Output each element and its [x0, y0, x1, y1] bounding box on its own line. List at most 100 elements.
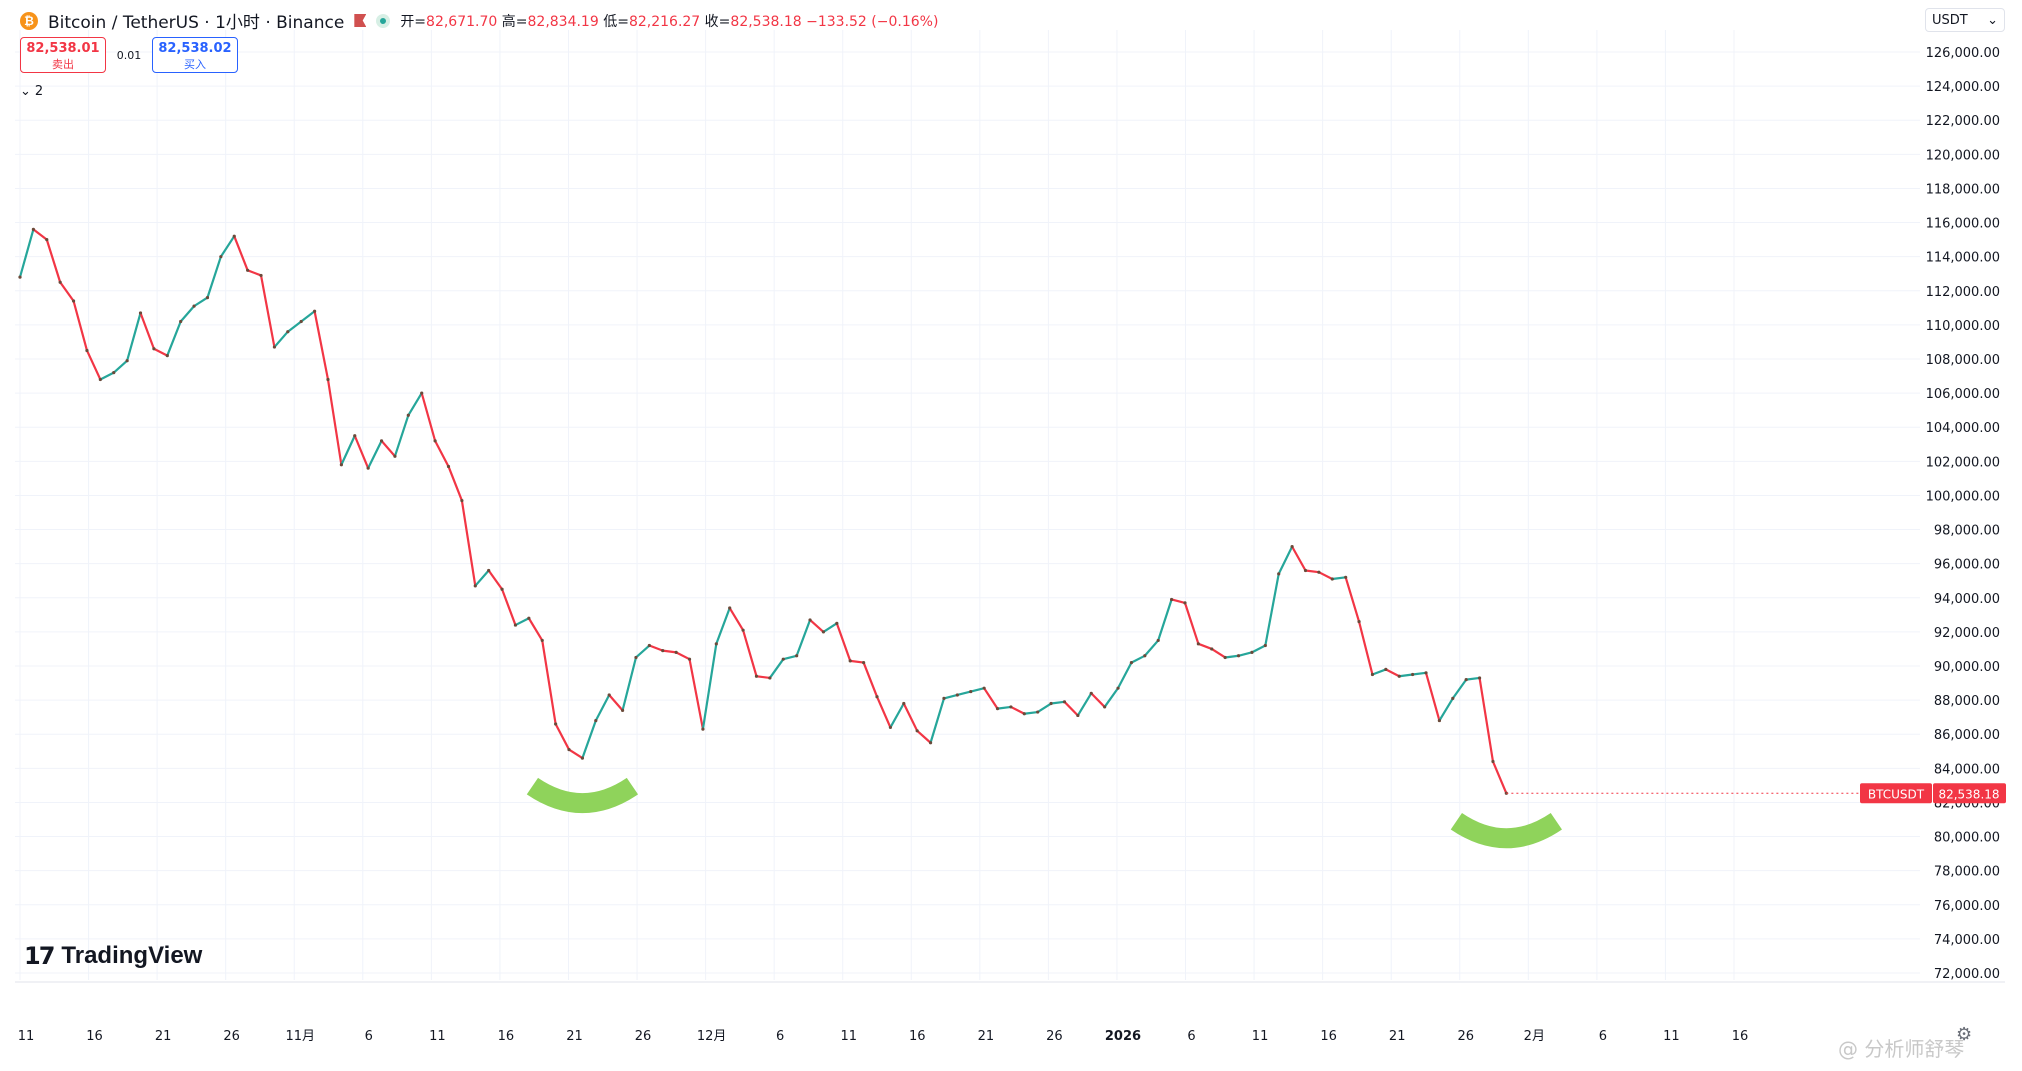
price-segment	[514, 617, 530, 627]
price-segment	[541, 639, 557, 726]
price-segment	[32, 228, 48, 241]
price-point	[1411, 672, 1415, 677]
tradingview-logo[interactable]: 17 TradingView	[24, 942, 202, 970]
price-segment	[1384, 668, 1401, 678]
price-segment	[1103, 687, 1120, 709]
last-price-tag: BTCUSDT 82,538.18	[1506, 783, 2006, 804]
price-point	[942, 696, 946, 701]
y-tick-label: 126,000.00	[1926, 46, 2000, 61]
price-segment	[393, 414, 410, 458]
y-tick-label: 92,000.00	[1934, 626, 2000, 641]
price-segment	[340, 434, 356, 466]
buy-price: 82,538.02	[158, 41, 232, 56]
price-segment	[1237, 651, 1254, 657]
price-point	[1089, 691, 1093, 695]
price-point	[620, 708, 625, 712]
price-point	[1317, 570, 1321, 574]
price-point	[687, 657, 692, 661]
y-tick-label: 94,000.00	[1934, 592, 2000, 607]
price-point	[1491, 759, 1495, 764]
price-segment	[1331, 576, 1347, 581]
currency-select[interactable]: USDT ⌄	[1925, 8, 2005, 32]
symbol-title[interactable]: Bitcoin / TetherUS · 1小时 · Binance	[48, 13, 345, 33]
x-tick-label: 2月	[1524, 1029, 1545, 1044]
price-segment	[822, 622, 838, 633]
price-point	[848, 659, 852, 663]
x-tick-label: 16	[86, 1029, 103, 1044]
x-tick-label: 16	[909, 1029, 926, 1044]
price-segment	[755, 675, 771, 680]
price-segment	[286, 320, 303, 333]
price-segment	[621, 656, 638, 712]
price-point	[500, 587, 504, 591]
y-tick-label: 108,000.00	[1926, 353, 2000, 368]
y-tick-label: 72,000.00	[1934, 967, 2000, 982]
price-segment	[1076, 692, 1093, 717]
y-tick-label: 120,000.00	[1926, 148, 2000, 163]
price-segment	[233, 235, 249, 272]
price-point	[540, 638, 544, 643]
price-point	[701, 727, 705, 731]
indicator-toggle[interactable]: ⌄ 2	[20, 84, 43, 99]
price-segment	[474, 569, 490, 587]
price-point	[205, 296, 210, 300]
price-point	[1036, 710, 1040, 714]
y-tick-label: 78,000.00	[1934, 865, 2000, 880]
price-segment	[179, 305, 196, 323]
price-point	[98, 377, 102, 382]
price-segment	[648, 644, 664, 652]
price-segment	[1130, 654, 1146, 664]
price-point	[353, 434, 357, 438]
gear-icon[interactable]: ⚙	[1956, 1024, 1973, 1045]
price-segment	[849, 659, 865, 664]
x-tick-label: 11	[840, 1029, 857, 1044]
tradingview-icon: 17	[24, 942, 55, 970]
price-segment	[1197, 642, 1213, 651]
buy-button[interactable]: 82,538.02 买入	[152, 37, 238, 73]
price-segment	[929, 697, 946, 744]
price-point	[1330, 577, 1334, 581]
price-segment	[969, 687, 986, 693]
price-segment	[326, 378, 343, 466]
price-segment	[313, 310, 330, 381]
price-point	[487, 568, 491, 573]
price-segment	[1291, 545, 1307, 572]
sell-button[interactable]: 82,538.01 卖出	[20, 37, 106, 73]
price-tag-symbol: BTCUSDT	[1868, 787, 1925, 801]
price-segment	[447, 465, 463, 502]
price-point	[299, 319, 303, 324]
price-segment	[1116, 661, 1133, 690]
price-point	[969, 689, 973, 694]
price-point	[1303, 568, 1308, 573]
price-segment	[59, 281, 75, 303]
price-point	[1183, 601, 1187, 605]
price-segment	[500, 588, 517, 627]
price-segment	[1224, 654, 1240, 659]
price-point	[567, 747, 571, 752]
price-segment	[1250, 644, 1267, 654]
price-point	[1196, 642, 1200, 646]
y-tick-label: 100,000.00	[1926, 489, 2000, 504]
price-point	[862, 660, 866, 665]
price-point	[808, 618, 812, 622]
price-point	[1076, 713, 1080, 718]
price-point	[1477, 676, 1482, 680]
price-point	[286, 330, 290, 334]
price-point	[1384, 667, 1388, 672]
price-segment	[45, 238, 62, 284]
price-segment	[460, 499, 477, 587]
price-segment	[1438, 697, 1454, 722]
price-segment	[259, 274, 276, 349]
price-point	[1357, 620, 1361, 624]
y-tick-label: 74,000.00	[1934, 933, 2000, 948]
price-point	[1062, 700, 1067, 704]
price-segment	[219, 235, 236, 258]
price-segment	[112, 359, 129, 374]
y-tick-label: 86,000.00	[1934, 728, 2000, 743]
flag-icon[interactable]	[354, 14, 367, 27]
market-status-icon[interactable]	[376, 13, 391, 28]
y-tick-label: 114,000.00	[1926, 251, 2000, 266]
x-tick-label: 6	[1599, 1029, 1607, 1044]
price-segment	[1143, 639, 1160, 657]
